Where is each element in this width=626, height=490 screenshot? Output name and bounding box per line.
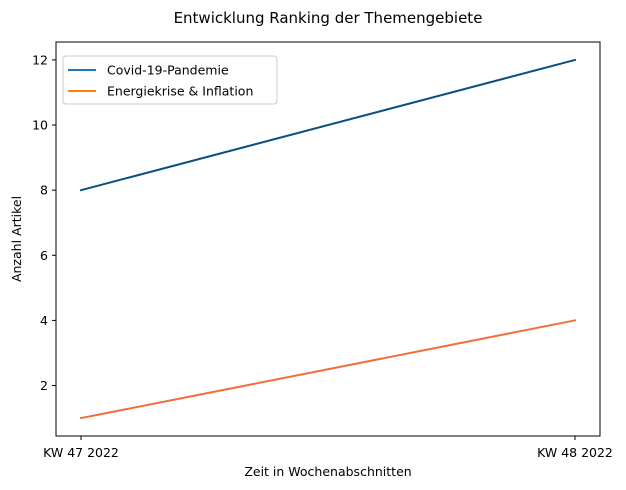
- y-tick-label: 2: [40, 378, 48, 393]
- legend-label-0: Covid-19-Pandemie: [107, 63, 229, 78]
- series-line-0: [79, 58, 577, 192]
- y-tick-label: 8: [40, 183, 48, 198]
- x-axis-label: Zeit in Wochenabschnitten: [244, 464, 411, 479]
- y-tick-label: 10: [32, 118, 48, 133]
- x-axis-ticks: KW 47 2022 KW 48 2022: [43, 436, 613, 460]
- chart-title: Entwicklung Ranking der Themengebiete: [174, 9, 483, 27]
- x-tick-label: KW 48 2022: [537, 445, 613, 460]
- legend-label-1: Energiekrise & Inflation: [107, 84, 253, 99]
- plot-area: [56, 42, 600, 436]
- legend-box: [62, 55, 278, 105]
- series-line-1: [79, 319, 577, 420]
- series-layer: [79, 58, 577, 420]
- legend: Covid-19-Pandemie Energiekrise & Inflatio…: [62, 55, 278, 105]
- x-tick-label: KW 47 2022: [43, 445, 119, 460]
- y-tick-label: 4: [40, 313, 48, 328]
- axes-frame: [55, 41, 601, 437]
- y-axis-label: Anzahl Artikel: [9, 196, 24, 282]
- y-tick-label: 12: [32, 52, 48, 67]
- y-tick-label: 6: [40, 248, 48, 263]
- y-axis-ticks: 2 4 6 8 10 12: [32, 52, 56, 393]
